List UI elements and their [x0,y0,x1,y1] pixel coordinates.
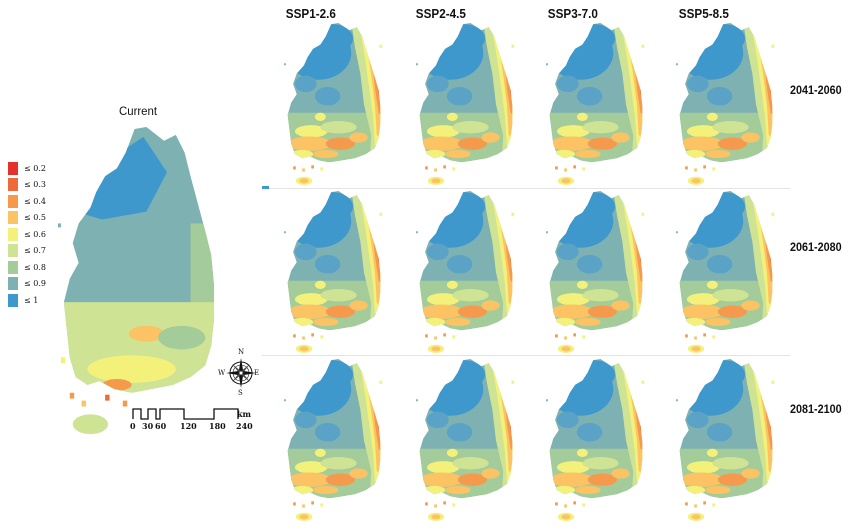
legend-swatch [8,260,18,274]
compass-west-label: W [218,369,226,377]
legend-swatch [8,277,18,291]
scale-tick-30: 30 [142,421,154,431]
period-label-2041-2060: 2041-2060 [790,83,842,97]
map-ssp5-2081-2100 [676,358,776,523]
compass-east-label: E [254,369,260,377]
period-label-2081-2100: 2081-2100 [790,402,842,416]
legend-swatch [8,211,18,225]
header-ssp2-4.5: SSP2-4.5 [415,6,466,21]
header-ssp5-8.5: SSP5-8.5 [678,6,729,21]
legend: ≤ 0.2 ≤ 0.3 ≤ 0.4 ≤ 0.5 ≤ 0.6 ≤ 0.7 ≤ 0.… [8,160,46,309]
header-ssp3-7.0: SSP3-7.0 [547,6,598,21]
legend-item: ≤ 0.4 [8,193,46,210]
map-ssp5-2041-2060 [676,22,776,187]
scale-tick-180: 180 [209,421,226,431]
legend-item: ≤ 0.7 [8,243,46,260]
map-ssp3-2081-2100 [546,358,646,523]
map-ssp2-2061-2080 [416,190,516,355]
period-label-2061-2080: 2061-2080 [790,240,842,254]
stray-pixel-marker [262,186,269,189]
compass-north-label: N [238,348,245,356]
scale-tick-120: 120 [180,421,197,431]
legend-item: ≤ 0.8 [8,259,46,276]
map-ssp3-2061-2080 [546,190,646,355]
legend-item: ≤ 0.5 [8,210,46,227]
legend-item: ≤ 0.2 [8,160,46,177]
map-ssp3-2041-2060 [546,22,646,187]
scale-unit: km [237,409,252,419]
legend-swatch [8,293,18,307]
map-ssp2-2041-2060 [416,22,516,187]
compass-rose-icon [226,358,256,388]
map-ssp1-2041-2060 [284,22,384,187]
current-map-title: Current [119,104,158,118]
legend-item: ≤ 0.3 [8,177,46,194]
scale-tick-0: 0 [130,421,136,431]
map-ssp2-2081-2100 [416,358,516,523]
header-ssp1-2.6: SSP1-2.6 [285,6,336,21]
scale-tick-240: 240 [236,421,253,431]
scale-tick-60: 60 [155,421,167,431]
row-divider [262,355,790,356]
legend-swatch [8,194,18,208]
legend-swatch [8,227,18,241]
legend-swatch [8,178,18,192]
scale-bar [132,408,239,420]
map-ssp5-2061-2080 [676,190,776,355]
map-ssp1-2081-2100 [284,358,384,523]
legend-swatch [8,161,18,175]
current-map [58,125,220,440]
legend-item: ≤ 1 [8,292,46,309]
compass-south-label: S [238,389,243,397]
legend-item: ≤ 0.9 [8,276,46,293]
legend-item: ≤ 0.6 [8,226,46,243]
row-divider [262,188,790,189]
map-ssp1-2061-2080 [284,190,384,355]
legend-swatch [8,244,18,258]
